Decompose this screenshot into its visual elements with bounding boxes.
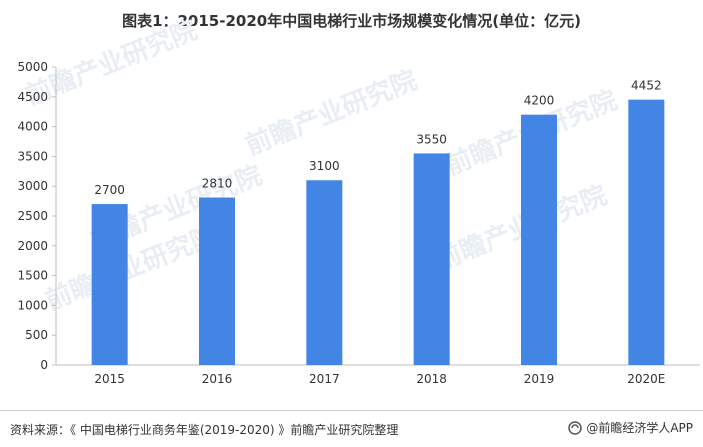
qianzhan-logo-icon xyxy=(568,420,583,435)
bar xyxy=(413,153,450,365)
data-label: 3550 xyxy=(416,132,447,146)
bar-chart: 前瞻产业研究院前瞻产业研究院前瞻产业研究院前瞻产业研究院前瞻产业研究院前瞻产业研… xyxy=(17,15,700,386)
y-tick-label: 0 xyxy=(40,358,48,372)
watermark-text: 前瞻产业研究院 xyxy=(41,220,221,317)
y-tick-label: 3500 xyxy=(17,149,48,163)
x-tick-label: 2015 xyxy=(94,372,125,386)
x-tick-label: 2019 xyxy=(524,372,555,386)
bar xyxy=(91,204,128,365)
chart-axes: 0 500 1000 1500 2000 2500 3000 3500 4000 4500 5000… xyxy=(17,60,700,386)
y-tick-label: 4000 xyxy=(17,120,48,134)
x-tick-label: 2020E xyxy=(627,372,665,386)
y-tick-label: 3000 xyxy=(17,179,48,193)
brand-text: @前瞻经济学人APP xyxy=(586,421,693,435)
data-label: 2810 xyxy=(202,177,233,191)
source-note: 资料来源：《 中国电梯行业商务年鉴(2019-2020) 》前瞻产业研究院整理 xyxy=(10,423,399,437)
bar xyxy=(199,197,235,365)
y-tick-label: 2000 xyxy=(17,239,48,253)
data-label: 3100 xyxy=(309,159,340,173)
watermark-text: 前瞻产业研究院 xyxy=(21,15,201,112)
data-label: 4200 xyxy=(524,94,555,108)
bar xyxy=(306,180,343,365)
bar xyxy=(628,99,665,365)
y-tick-label: 2500 xyxy=(17,209,48,223)
x-tick-label: 2016 xyxy=(202,372,233,386)
bar xyxy=(521,114,557,366)
data-label: 4452 xyxy=(631,79,662,93)
watermark-text: 前瞻产业研究院 xyxy=(241,65,421,162)
y-tick-label: 4500 xyxy=(17,90,48,104)
brand-credit: @前瞻经济学人APP xyxy=(568,419,693,436)
footer: 资料来源：《 中国电梯行业商务年鉴(2019-2020) 》前瞻产业研究院整理 … xyxy=(0,410,703,447)
x-tick-label: 2017 xyxy=(309,372,340,386)
x-tick-label: 2018 xyxy=(416,372,447,386)
bar-series xyxy=(91,99,665,366)
y-tick-label: 5000 xyxy=(17,60,48,74)
chart-title: 图表1：2015-2020年中国电梯行业市场规模变化情况(单位：亿元) xyxy=(122,12,581,30)
y-tick-label: 1000 xyxy=(17,298,48,312)
data-label: 2700 xyxy=(94,183,125,197)
y-tick-label: 1500 xyxy=(17,269,48,283)
y-tick-label: 500 xyxy=(25,328,48,342)
data-labels: 2700 2810 3100 3550 4200 4452 xyxy=(94,79,661,197)
